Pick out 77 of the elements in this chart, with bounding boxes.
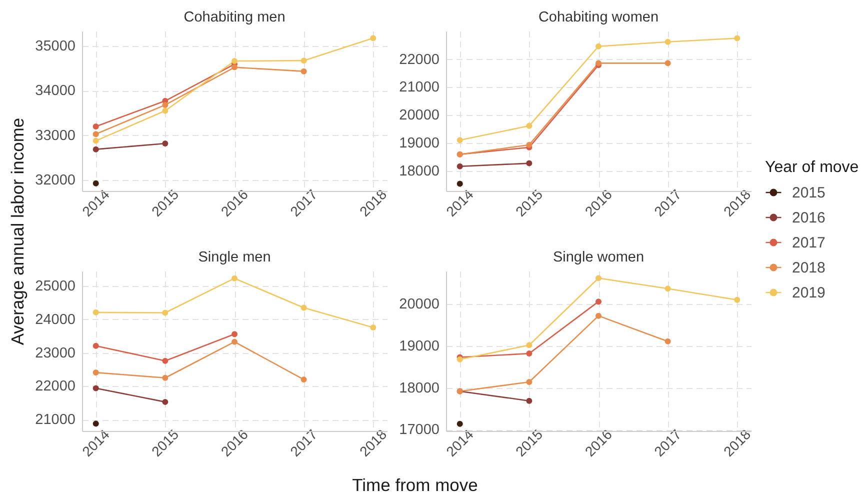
- chart-title: Cohabiting men: [184, 10, 286, 26]
- point: [370, 35, 376, 42]
- y-tick-label: 22000: [399, 52, 440, 68]
- point: [526, 379, 532, 385]
- point: [596, 298, 602, 305]
- point: [92, 180, 99, 186]
- y-tick-label: 34000: [35, 83, 76, 100]
- point: [526, 398, 532, 404]
- point: [456, 137, 463, 144]
- y-tick-label: 19000: [399, 338, 440, 354]
- point: [526, 160, 532, 166]
- point: [92, 420, 99, 427]
- y-tick-label: 21000: [35, 412, 76, 428]
- point: [300, 68, 307, 74]
- point: [92, 342, 99, 349]
- legend-title: Year of move: [765, 159, 859, 176]
- point: [526, 142, 532, 148]
- point: [92, 146, 99, 152]
- point: [370, 324, 376, 330]
- point: [162, 102, 168, 108]
- point: [162, 140, 168, 146]
- y-tick-label: 24000: [35, 312, 76, 328]
- point: [664, 286, 671, 292]
- point: [232, 275, 238, 282]
- point: [92, 370, 99, 376]
- point: [664, 38, 671, 45]
- chart-title: Cohabiting women: [538, 10, 659, 26]
- point: [162, 358, 168, 364]
- legend-label: 2018: [792, 260, 826, 276]
- point: [526, 342, 532, 348]
- y-tick-label: 25000: [35, 278, 76, 295]
- point: [456, 180, 463, 187]
- point: [300, 304, 307, 311]
- x-axis-title: Time from move: [352, 474, 478, 495]
- point: [232, 338, 238, 345]
- point: [300, 376, 307, 383]
- point: [92, 123, 99, 130]
- point: [162, 108, 168, 114]
- y-tick-label: 32000: [35, 172, 76, 189]
- point: [232, 64, 238, 70]
- point: [456, 420, 463, 427]
- y-tick-label: 19000: [399, 136, 440, 152]
- y-tick-label: 23000: [35, 345, 76, 362]
- chart-title: Single women: [552, 250, 644, 266]
- point: [596, 275, 602, 282]
- point: [92, 309, 99, 316]
- point: [734, 35, 740, 42]
- y-tick-label: 18000: [399, 164, 440, 180]
- point: [664, 338, 671, 344]
- legend-label: 2019: [792, 284, 826, 302]
- point: [162, 374, 168, 381]
- point: [526, 122, 532, 129]
- point: [162, 310, 168, 316]
- point: [300, 58, 307, 64]
- point: [456, 163, 463, 170]
- y-tick-label: 22000: [35, 378, 76, 395]
- y-tick-label: 20000: [399, 296, 440, 313]
- point: [232, 58, 238, 64]
- point: [92, 131, 99, 138]
- point: [92, 385, 99, 392]
- point: [734, 296, 740, 303]
- point: [232, 331, 238, 338]
- y-tick-label: 35000: [35, 38, 76, 54]
- y-tick-label: 33000: [35, 128, 76, 144]
- y-tick-label: 20000: [399, 108, 440, 124]
- point: [92, 138, 99, 144]
- point: [162, 398, 168, 405]
- point: [596, 312, 602, 319]
- y-tick-label: 17000: [399, 422, 440, 438]
- point: [664, 60, 671, 66]
- legend-label: 2017: [792, 234, 826, 252]
- y-tick-label: 21000: [399, 80, 440, 96]
- y-axis-title: Average annual labor income: [8, 118, 28, 346]
- point: [526, 350, 532, 357]
- y-tick-label: 18000: [399, 380, 440, 396]
- chart-title: Single men: [198, 250, 271, 266]
- point: [596, 43, 602, 50]
